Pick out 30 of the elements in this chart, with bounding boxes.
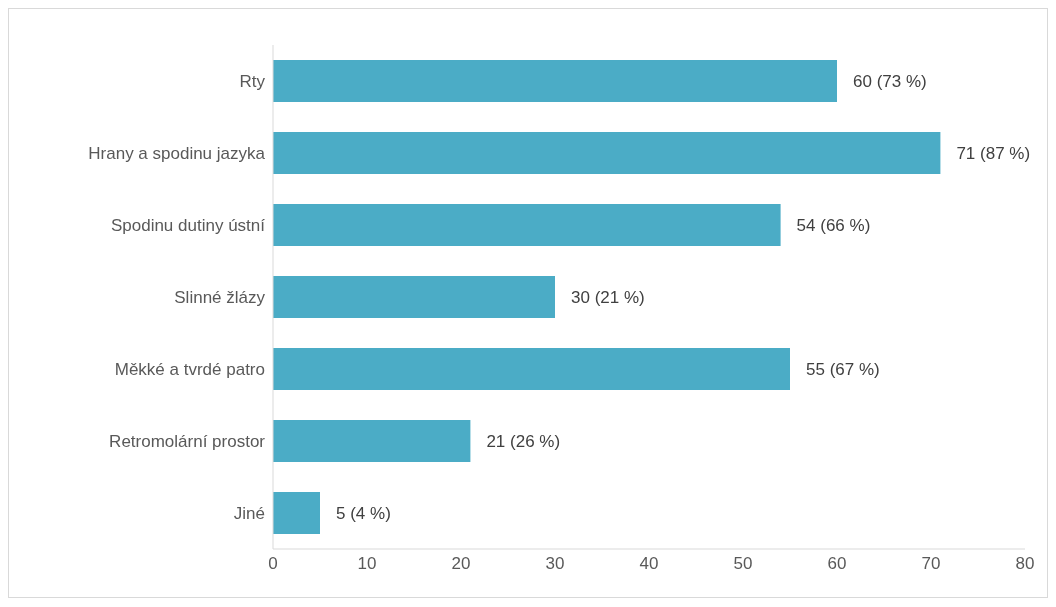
y-tick-label: Jiné [233,504,265,524]
y-tick-label: Retromolární prostor [109,432,266,452]
data-label: 71 (87 %) [956,144,1031,163]
y-tick-label: Měkké a tvrdé patro [114,360,265,380]
x-tick-label: 0 [268,554,278,574]
x-tick-label: 30 [545,554,565,574]
data-label: 5 (4 %) [336,504,391,523]
bar [273,276,555,318]
y-tick-label: Slinné žlázy [174,288,266,308]
bar [273,132,941,174]
bar [273,204,781,246]
bar [273,60,837,102]
x-tick-label: 80 [1015,554,1035,574]
x-tick-label: 40 [639,554,659,574]
y-tick-label: Hrany a spodinu jazyka [88,144,266,164]
data-label: 60 (73 %) [853,72,927,91]
y-tick-label: Spodinu dutiny ústní [110,216,266,236]
bar [273,348,790,390]
x-tick-label: 70 [921,554,941,574]
x-tick-label: 10 [357,554,377,574]
data-label: 21 (26 %) [486,432,561,451]
data-label: 30 (21 %) [571,288,645,307]
bar [273,492,320,534]
y-tick-label: Rty [239,72,266,92]
data-label: 54 (66 %) [796,216,871,235]
bar [273,420,471,462]
x-tick-label: 60 [827,554,847,574]
data-label: 55 (67 %) [806,360,880,379]
x-tick-label: 50 [733,554,753,574]
x-tick-label: 20 [451,554,471,574]
